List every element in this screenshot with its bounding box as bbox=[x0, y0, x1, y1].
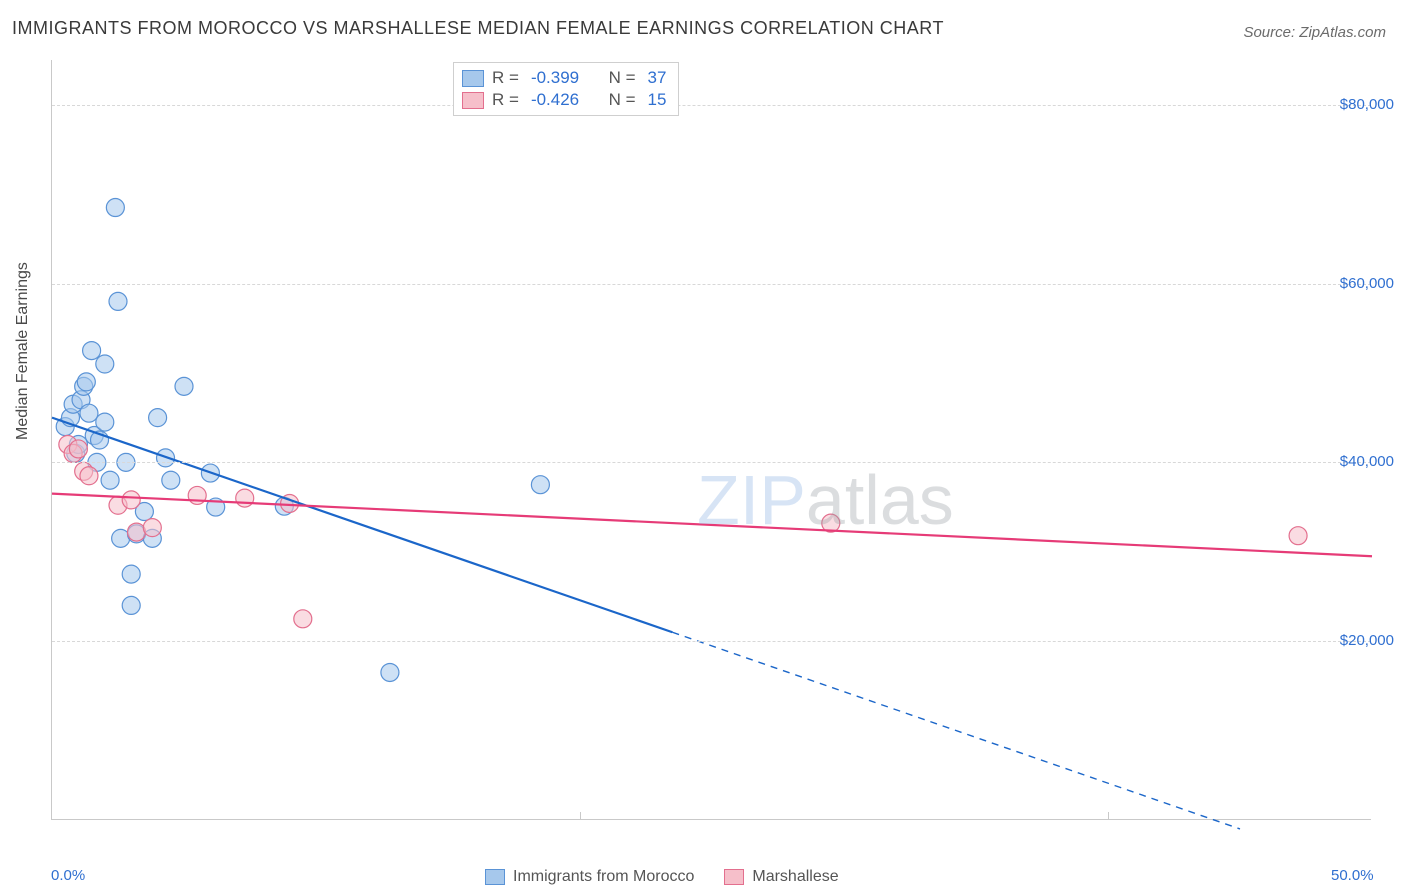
legend-swatch bbox=[462, 70, 484, 87]
grid-line bbox=[52, 641, 1371, 642]
x-tick-label: 0.0% bbox=[51, 867, 85, 884]
data-point bbox=[531, 476, 549, 494]
data-point bbox=[122, 596, 140, 614]
data-point bbox=[122, 491, 140, 509]
x-tick-label: 50.0% bbox=[1331, 867, 1374, 884]
y-tick-label: $80,000 bbox=[1340, 96, 1394, 113]
data-point bbox=[127, 523, 145, 541]
data-point bbox=[96, 355, 114, 373]
data-point bbox=[80, 404, 98, 422]
grid-line bbox=[52, 105, 1371, 106]
data-point bbox=[80, 467, 98, 485]
data-point bbox=[109, 292, 127, 310]
y-axis-label: Median Female Earnings bbox=[14, 262, 32, 440]
correlation-legend: R = -0.399 N = 37 R = -0.426 N = 15 bbox=[453, 62, 679, 116]
plot-area: ZIPatlas bbox=[51, 60, 1371, 820]
x-tick bbox=[1108, 812, 1109, 820]
n-label: N = bbox=[609, 90, 636, 110]
data-point bbox=[83, 342, 101, 360]
chart-title: IMMIGRANTS FROM MOROCCO VS MARSHALLESE M… bbox=[12, 18, 944, 39]
trend-line-extrapolated bbox=[672, 632, 1240, 829]
data-point bbox=[381, 663, 399, 681]
r-label: R = bbox=[492, 68, 519, 88]
legend-item: Marshallese bbox=[724, 868, 838, 886]
data-point bbox=[69, 440, 87, 458]
data-point bbox=[175, 377, 193, 395]
data-point bbox=[162, 471, 180, 489]
legend-label: Immigrants from Morocco bbox=[513, 868, 694, 886]
r-label: R = bbox=[492, 90, 519, 110]
data-point bbox=[143, 519, 161, 537]
n-value: 15 bbox=[648, 90, 667, 110]
legend-label: Marshallese bbox=[752, 868, 838, 886]
data-point bbox=[122, 565, 140, 583]
y-tick-label: $40,000 bbox=[1340, 453, 1394, 470]
legend-swatch bbox=[724, 869, 744, 885]
series-legend: Immigrants from Morocco Marshallese bbox=[485, 868, 839, 886]
plot-svg bbox=[52, 60, 1371, 819]
data-point bbox=[1289, 527, 1307, 545]
legend-row: R = -0.399 N = 37 bbox=[462, 67, 670, 89]
y-tick-label: $20,000 bbox=[1340, 632, 1394, 649]
r-value: -0.426 bbox=[531, 90, 579, 110]
data-point bbox=[96, 413, 114, 431]
legend-swatch bbox=[485, 869, 505, 885]
grid-line bbox=[52, 284, 1371, 285]
data-point bbox=[77, 373, 95, 391]
grid-line bbox=[52, 462, 1371, 463]
data-point bbox=[294, 610, 312, 628]
y-tick-label: $60,000 bbox=[1340, 275, 1394, 292]
data-point bbox=[106, 199, 124, 217]
legend-item: Immigrants from Morocco bbox=[485, 868, 694, 886]
legend-swatch bbox=[462, 92, 484, 109]
n-label: N = bbox=[609, 68, 636, 88]
source-attribution: Source: ZipAtlas.com bbox=[1243, 24, 1386, 41]
r-value: -0.399 bbox=[531, 68, 579, 88]
legend-row: R = -0.426 N = 15 bbox=[462, 89, 670, 111]
n-value: 37 bbox=[648, 68, 667, 88]
data-point bbox=[236, 489, 254, 507]
trend-line bbox=[52, 494, 1372, 557]
x-tick bbox=[580, 812, 581, 820]
data-point bbox=[149, 409, 167, 427]
data-point bbox=[101, 471, 119, 489]
